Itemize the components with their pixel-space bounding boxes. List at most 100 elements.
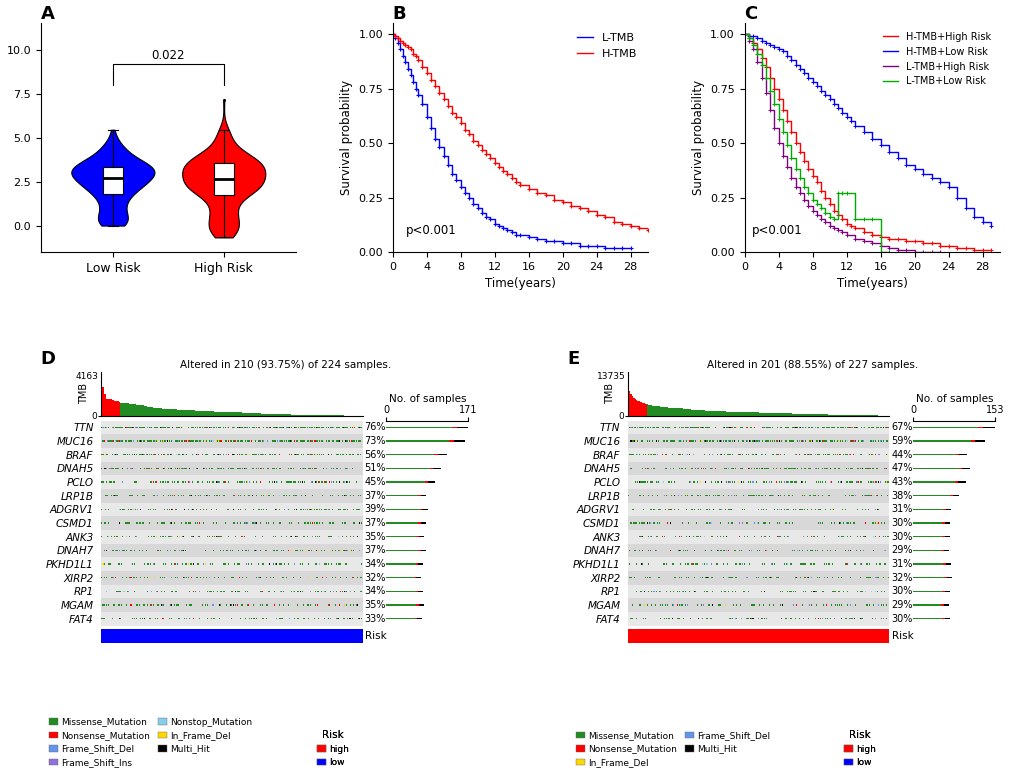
L-TMB+High Risk	[781, 163, 793, 172]
L-TMB	[433, 143, 445, 152]
H-TMB+Low Risk	[742, 32, 754, 41]
L-TMB+Low Risk	[771, 114, 784, 123]
H-TMB	[412, 56, 424, 65]
Y-axis label: Survival probability: Survival probability	[339, 80, 353, 195]
L-TMB+Low Risk	[882, 247, 895, 257]
L-TMB+Low Risk	[810, 200, 822, 209]
Text: E: E	[568, 350, 580, 369]
L-TMB+High Risk	[832, 226, 844, 235]
L-TMB+High Risk	[763, 106, 775, 115]
L-TMB	[505, 228, 518, 237]
H-TMB+High Risk	[916, 239, 928, 248]
H-TMB+High Risk	[781, 116, 793, 126]
H-TMB	[410, 51, 422, 60]
H-TMB+High Risk	[933, 241, 946, 250]
H-TMB	[488, 158, 500, 167]
H-TMB+High Risk	[924, 239, 936, 248]
H-TMB	[401, 42, 414, 52]
H-TMB	[396, 38, 409, 47]
L-TMB	[492, 221, 504, 231]
L-TMB+Low Risk	[802, 189, 814, 198]
L-TMB	[598, 243, 610, 252]
L-TMB+High Risk	[750, 58, 762, 67]
H-TMB+Low Risk	[832, 103, 844, 113]
Text: D: D	[41, 350, 56, 369]
L-TMB+Low Risk	[797, 182, 809, 191]
H-TMB	[433, 89, 445, 98]
L-TMB	[463, 193, 475, 202]
L-TMB	[386, 29, 398, 39]
H-TMB+Low Risk	[908, 165, 920, 174]
L-TMB+High Risk	[738, 29, 750, 39]
PathPatch shape	[214, 163, 233, 195]
H-TMB	[510, 177, 522, 187]
H-TMB	[425, 76, 437, 85]
L-TMB+High Risk	[836, 228, 848, 237]
H-TMB+High Risk	[814, 187, 826, 196]
L-TMB	[556, 239, 569, 248]
L-TMB+Low Risk	[840, 189, 852, 198]
H-TMB+High Risk	[984, 245, 997, 254]
H-TMB+Low Risk	[738, 29, 750, 39]
H-TMB+High Risk	[755, 53, 767, 62]
H-TMB	[441, 101, 453, 110]
H-TMB	[445, 108, 458, 117]
H-TMB+Low Risk	[759, 38, 771, 47]
L-TMB+Low Risk	[738, 29, 750, 39]
H-TMB+Low Risk	[789, 60, 801, 69]
L-TMB	[416, 99, 428, 109]
H-TMB	[496, 167, 508, 176]
H-TMB+Low Risk	[767, 42, 780, 52]
L-TMB	[441, 160, 453, 170]
L-TMB	[475, 208, 488, 217]
L-TMB	[607, 243, 620, 252]
H-TMB+Low Risk	[916, 169, 928, 178]
H-TMB	[501, 169, 514, 178]
H-TMB	[522, 184, 534, 194]
L-TMB+High Risk	[755, 73, 767, 82]
H-TMB	[539, 190, 551, 200]
L-TMB+High Risk	[785, 173, 797, 183]
H-TMB+Low Risk	[950, 193, 962, 202]
L-TMB	[522, 232, 534, 241]
L-TMB+High Risk	[742, 36, 754, 45]
L-TMB+High Risk	[848, 234, 860, 244]
L-TMB	[514, 230, 526, 239]
L-TMB+Low Risk	[836, 189, 848, 198]
H-TMB	[531, 189, 543, 198]
Text: p<0.001: p<0.001	[752, 224, 802, 237]
H-TMB+Low Risk	[822, 95, 835, 104]
L-TMB	[480, 213, 492, 222]
H-TMB	[404, 45, 417, 54]
H-TMB+Low Risk	[746, 32, 758, 41]
Text: p<0.001: p<0.001	[406, 224, 455, 237]
H-TMB+High Risk	[840, 219, 852, 228]
L-TMB+High Risk	[827, 224, 840, 233]
Legend: high, low: high, low	[840, 726, 878, 771]
L-TMB+High Risk	[797, 195, 809, 204]
H-TMB+High Risk	[822, 200, 835, 209]
L-TMB	[407, 77, 419, 86]
L-TMB+High Risk	[924, 247, 936, 257]
L-TMB+High Risk	[810, 210, 822, 220]
H-TMB+High Risk	[806, 171, 818, 180]
H-TMB+Low Risk	[818, 90, 830, 99]
H-TMB+High Risk	[942, 241, 954, 250]
H-TMB	[514, 180, 526, 189]
H-TMB	[641, 226, 653, 235]
L-TMB	[501, 226, 514, 235]
L-TMB+Low Risk	[814, 204, 826, 213]
H-TMB+High Risk	[793, 147, 805, 157]
L-TMB+Low Risk	[806, 195, 818, 204]
H-TMB	[565, 202, 577, 211]
H-TMB+Low Risk	[959, 204, 971, 213]
H-TMB+High Risk	[899, 237, 911, 246]
H-TMB	[386, 29, 398, 39]
L-TMB+Low Risk	[759, 73, 771, 82]
Text: B: B	[392, 5, 406, 23]
H-TMB	[582, 206, 594, 215]
L-TMB+High Risk	[771, 139, 784, 148]
H-TMB	[492, 163, 504, 172]
H-TMB+High Risk	[882, 234, 895, 244]
L-TMB	[404, 71, 417, 80]
